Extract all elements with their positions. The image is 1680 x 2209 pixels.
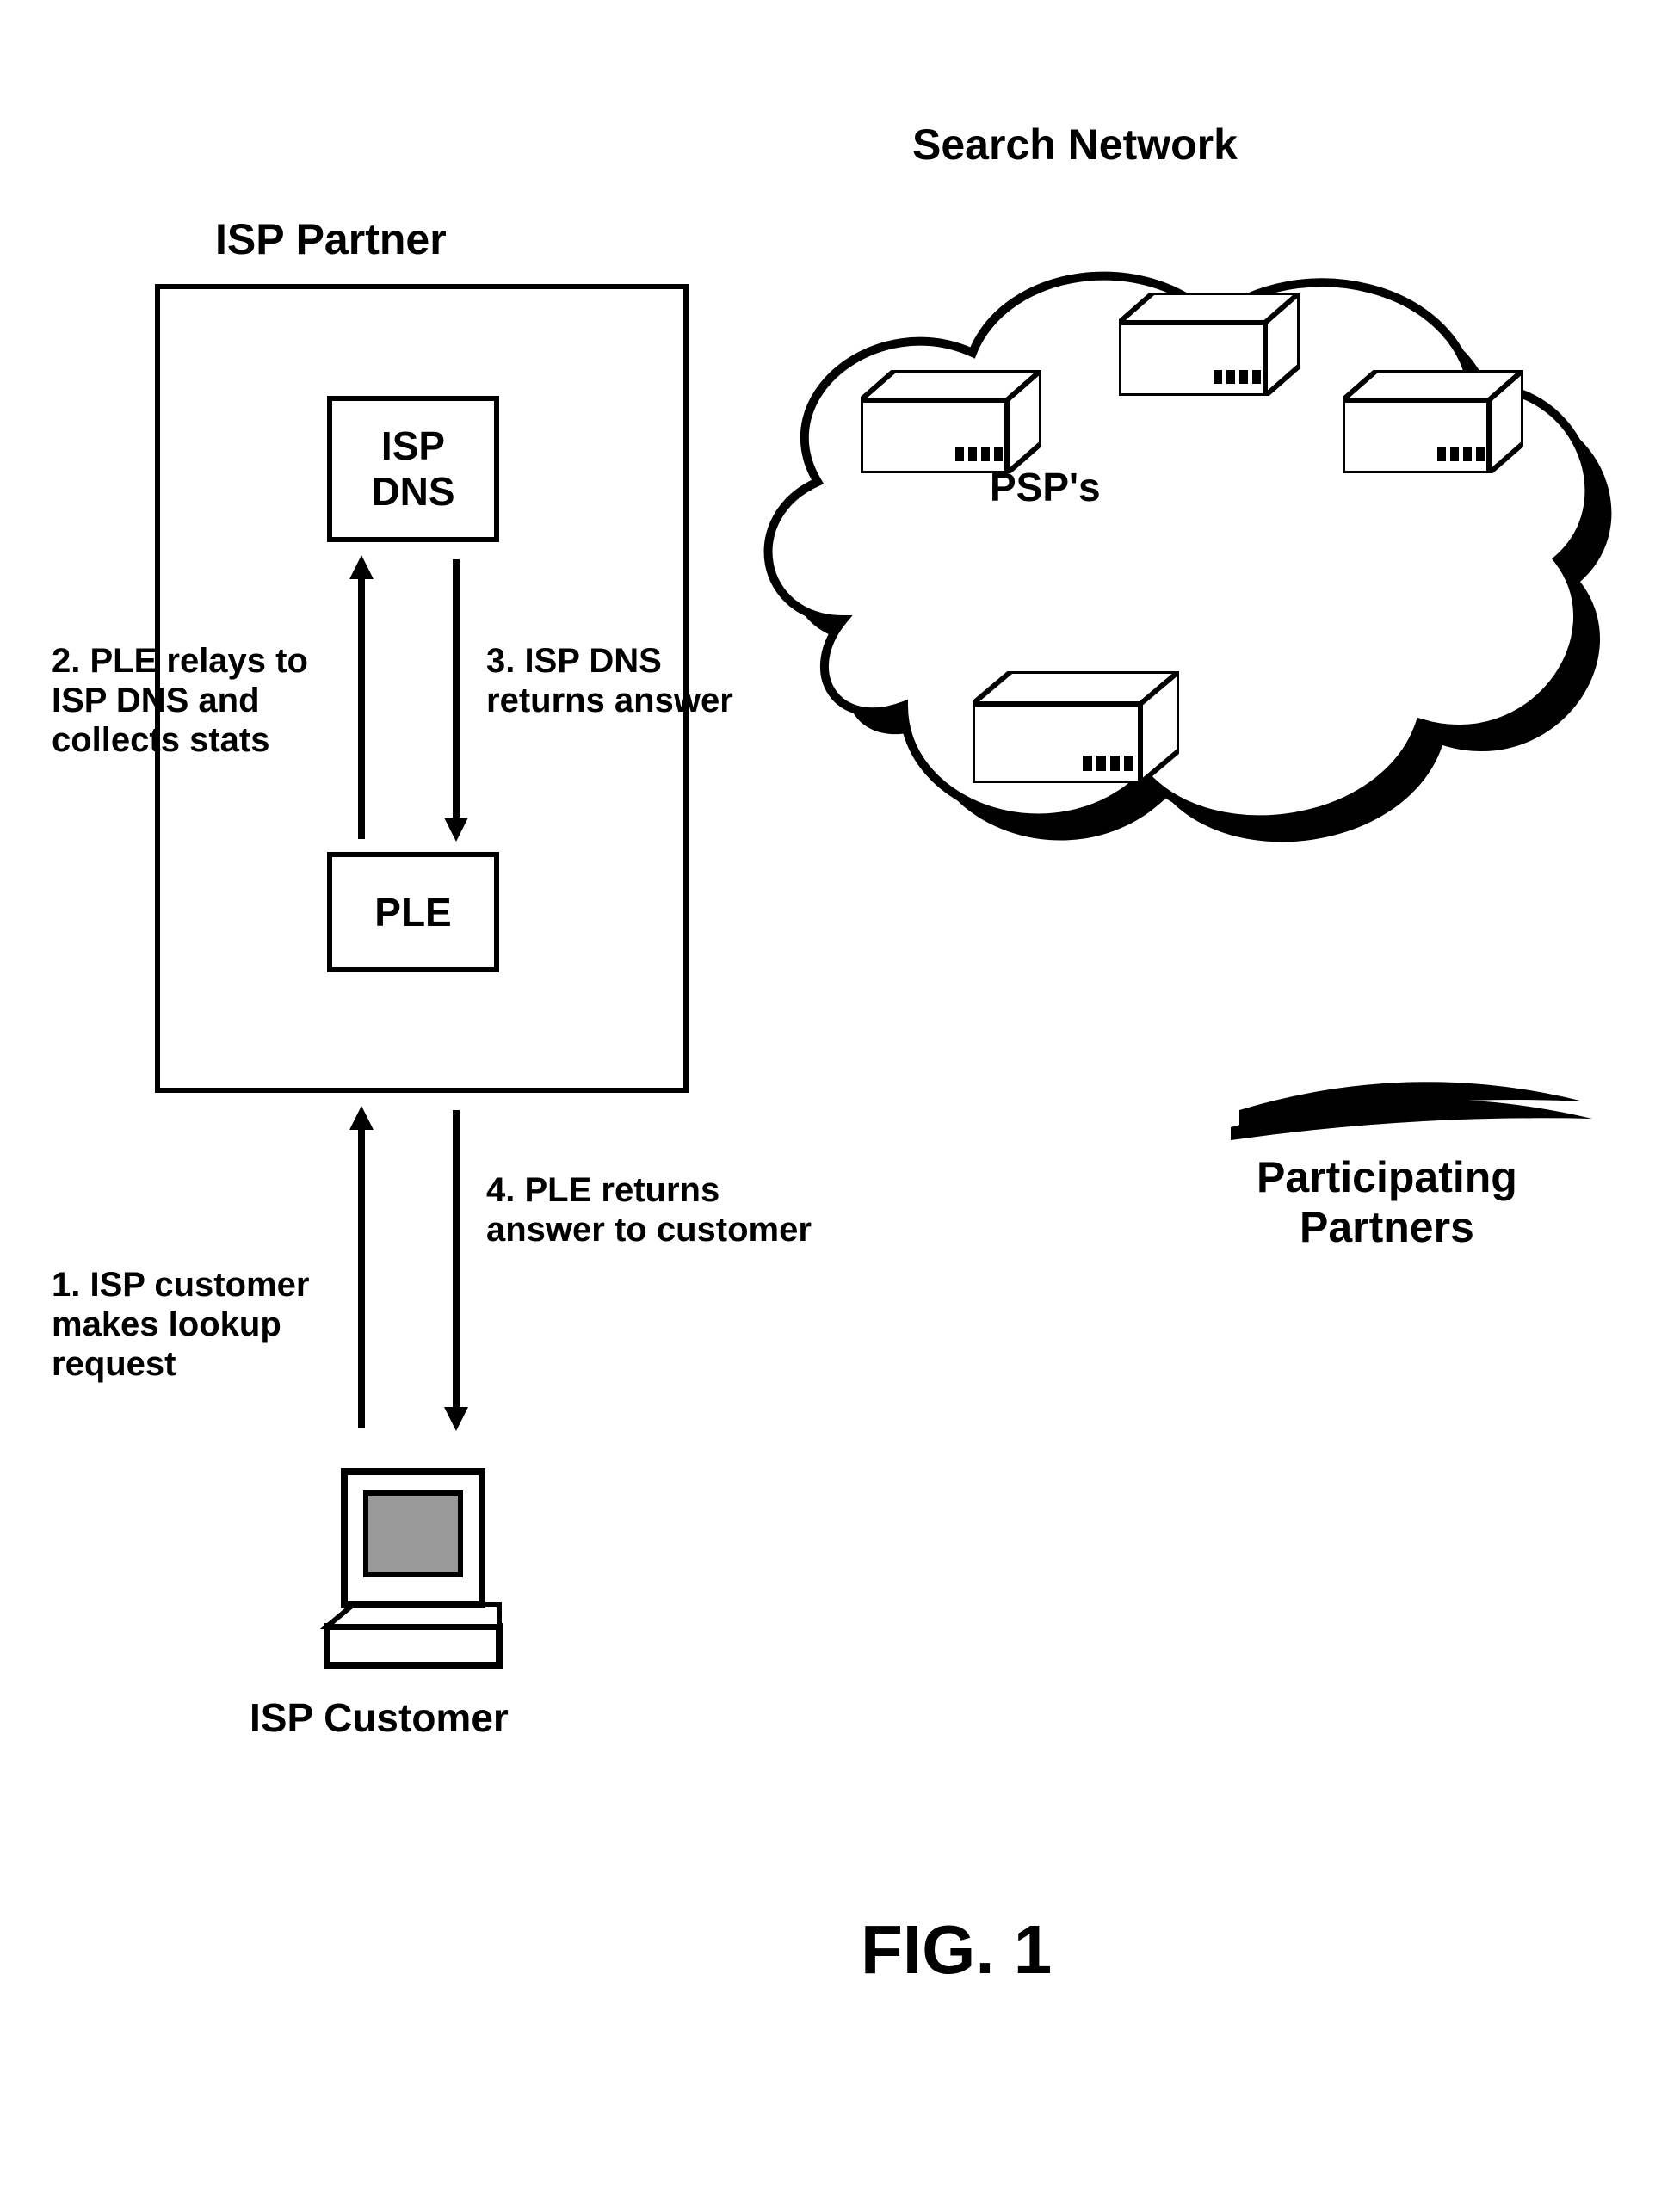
ple-label: PLE: [374, 890, 451, 935]
server-icon-4: [973, 671, 1179, 783]
search-network-title: Search Network: [912, 120, 1238, 170]
cloud-icon: [663, 172, 1661, 947]
server-icon-3: [1343, 370, 1523, 473]
isp-partner-title: ISP Partner: [215, 215, 447, 265]
step4-text: 4. PLE returns answer to customer: [486, 1170, 812, 1250]
server-icon-1: [861, 370, 1041, 473]
arrow-step4-head: [444, 1407, 468, 1431]
arrow-step3-head: [444, 818, 468, 842]
arrow-step2: [358, 577, 365, 839]
arrow-step1: [358, 1127, 365, 1428]
step2-text: 2. PLE relays to ISP DNS and collects st…: [52, 641, 308, 760]
isp-dns-label-1: ISP: [381, 423, 445, 469]
arrow-step2-head: [349, 555, 374, 579]
step1-text: 1. ISP customer makes lookup request: [52, 1265, 309, 1384]
isp-dns-label-2: DNS: [371, 469, 454, 515]
isp-customer-label: ISP Customer: [250, 1695, 509, 1741]
ple-box: PLE: [327, 852, 499, 972]
arrow-step1-head: [349, 1106, 374, 1130]
server-icon-2: [1119, 293, 1300, 396]
participating-partners-label: Participating Partners: [1257, 1153, 1517, 1252]
arrow-step4: [453, 1110, 460, 1411]
computer-icon: [318, 1463, 508, 1669]
isp-dns-box: ISP DNS: [327, 396, 499, 542]
figure-caption: FIG. 1: [861, 1910, 1052, 1990]
swoosh-icon: [1222, 1067, 1601, 1145]
arrow-step3: [453, 559, 460, 822]
